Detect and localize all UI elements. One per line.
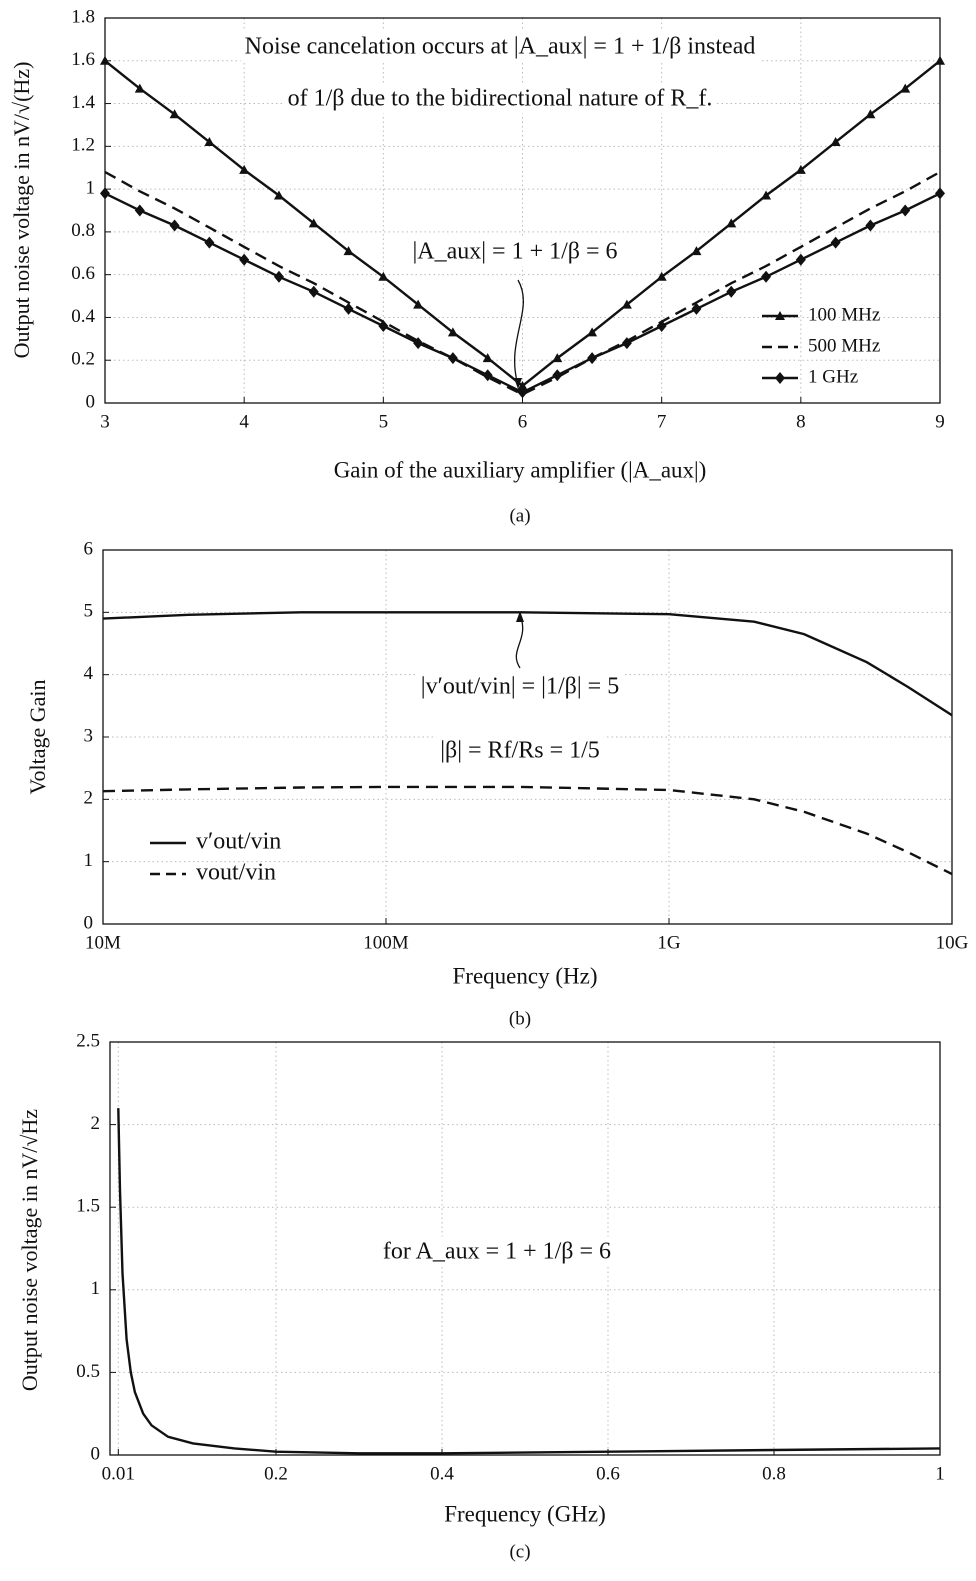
marker-diamond bbox=[865, 219, 875, 231]
x-tick-label: 10M bbox=[85, 932, 121, 953]
marker-diamond bbox=[378, 320, 388, 332]
marker-triangle bbox=[935, 56, 945, 65]
annotation: |β| = Rf/Rs = 1/5 bbox=[440, 738, 600, 764]
y-tick-label: 1 bbox=[86, 177, 96, 198]
x-tick-label: 6 bbox=[518, 411, 528, 432]
figure: 0 0.2 0.4 0.6 0.8 1 1.2 1.4 1.6 1.8 3 4 5 6 7 8 9 Noise c… bbox=[0, 0, 976, 1581]
legend-label: 1 GHz bbox=[808, 366, 858, 387]
annotation: |v′out/vin| = |1/β| = 5 bbox=[421, 674, 619, 700]
y-tick-label: 1 bbox=[91, 1278, 101, 1299]
annotation: for A_aux = 1 + 1/β = 6 bbox=[383, 1239, 611, 1265]
y-tick-label: 5 bbox=[84, 601, 94, 622]
y-tick-label: 4 bbox=[84, 663, 94, 684]
series-line bbox=[118, 1108, 940, 1453]
y-tick-label: 0.4 bbox=[71, 306, 95, 327]
marker-diamond bbox=[935, 187, 945, 199]
marker-diamond bbox=[204, 237, 214, 249]
y-axis-label: Voltage Gain bbox=[25, 679, 50, 794]
arrow bbox=[516, 615, 522, 668]
x-tick-label: 9 bbox=[935, 411, 945, 432]
marker-diamond bbox=[796, 254, 806, 266]
x-tick-label: 5 bbox=[379, 411, 389, 432]
legend-label: vout/vin bbox=[196, 860, 276, 886]
y-tick-label: 2 bbox=[84, 788, 94, 809]
legend-label: 100 MHz bbox=[808, 304, 880, 325]
marker-diamond bbox=[657, 320, 667, 332]
x-axis-label: Frequency (GHz) bbox=[444, 1501, 606, 1526]
marker-diamond bbox=[552, 369, 562, 381]
marker-diamond bbox=[135, 205, 145, 217]
annotation: Noise cancelation occurs at |A_aux| = 1 … bbox=[245, 34, 756, 60]
marker-diamond bbox=[726, 286, 736, 298]
y-tick-label: 0.2 bbox=[71, 349, 95, 370]
x-axis-label: Frequency (Hz) bbox=[453, 963, 598, 988]
x-tick-label: 4 bbox=[239, 411, 249, 432]
annotation: |A_aux| = 1 + 1/β = 6 bbox=[412, 239, 617, 265]
y-axis-label: Output noise voltage in nV/√(Hz) bbox=[9, 62, 34, 359]
y-tick-label: 2 bbox=[91, 1113, 101, 1134]
y-tick-label: 1.5 bbox=[76, 1196, 100, 1217]
y-tick-label: 3 bbox=[84, 725, 94, 746]
x-axis-label: Gain of the auxiliary amplifier (|A_aux|… bbox=[334, 457, 707, 482]
x-tick-label: 7 bbox=[657, 411, 667, 432]
x-tick-label: 0.2 bbox=[264, 1463, 288, 1484]
y-tick-label: 1.6 bbox=[71, 49, 95, 70]
legend-label: v′out/vin bbox=[196, 829, 281, 855]
y-tick-label: 0 bbox=[86, 391, 96, 412]
y-tick-label: 6 bbox=[84, 538, 94, 559]
y-tick-label: 0 bbox=[84, 912, 94, 933]
caption: (a) bbox=[509, 505, 530, 526]
x-tick-label: 100M bbox=[363, 932, 409, 953]
x-tick-label: 0.8 bbox=[762, 1463, 786, 1484]
y-tick-label: 1.8 bbox=[71, 6, 95, 27]
x-tick-label: 1G bbox=[657, 932, 681, 953]
y-tick-label: 0.8 bbox=[71, 220, 95, 241]
x-tick-label: 1 bbox=[935, 1463, 945, 1484]
marker-diamond bbox=[761, 271, 771, 283]
x-tick-label: 0.4 bbox=[430, 1463, 454, 1484]
x-tick-label: 8 bbox=[796, 411, 806, 432]
caption: (b) bbox=[509, 1008, 531, 1029]
marker-diamond bbox=[274, 271, 284, 283]
y-tick-label: 0.5 bbox=[76, 1361, 100, 1382]
marker-diamond bbox=[900, 205, 910, 217]
marker-diamond bbox=[831, 237, 841, 249]
y-tick-label: 0 bbox=[91, 1443, 101, 1464]
x-tick-label: 10G bbox=[936, 932, 969, 953]
y-tick-label: 1 bbox=[84, 850, 94, 871]
legend-label: 500 MHz bbox=[808, 335, 880, 356]
y-tick-label: 1.2 bbox=[71, 135, 95, 156]
x-tick-label: 0.6 bbox=[596, 1463, 620, 1484]
annotation: of 1/β due to the bidirectional nature o… bbox=[288, 86, 713, 112]
y-tick-label: 0.6 bbox=[71, 263, 95, 284]
marker-diamond bbox=[309, 286, 319, 298]
y-tick-label: 2.5 bbox=[76, 1030, 100, 1051]
marker-diamond bbox=[239, 254, 249, 266]
marker-diamond bbox=[587, 352, 597, 364]
y-tick-label: 1.4 bbox=[71, 92, 95, 113]
x-tick-label: 0.01 bbox=[102, 1463, 135, 1484]
marker-diamond bbox=[344, 303, 354, 315]
marker-diamond bbox=[775, 372, 785, 384]
marker-diamond bbox=[170, 219, 180, 231]
marker-diamond bbox=[448, 352, 458, 364]
caption: (c) bbox=[509, 1541, 530, 1562]
x-tick-label: 3 bbox=[100, 411, 110, 432]
y-axis-label: Output noise voltage in nV/√Hz bbox=[17, 1109, 42, 1391]
